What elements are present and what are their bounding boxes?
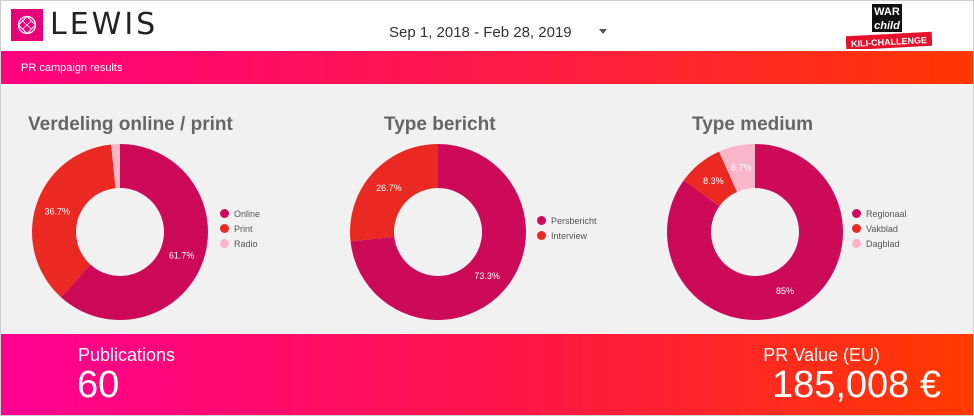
kpi-label-publications: Publications [78, 345, 176, 365]
legend-swatch-icon [220, 239, 229, 248]
legend-swatch-icon [220, 224, 229, 233]
slice-radio[interactable] [111, 144, 120, 189]
legend-item-print[interactable]: Print [220, 221, 260, 236]
data-label-vakblad: 8.3% [703, 176, 724, 186]
chart-title-online-print: Verdeling online / print [28, 114, 233, 135]
logo-wordmark: LEWIS [50, 7, 159, 42]
legend-label: Regionaal [866, 208, 907, 219]
kpi-bar: Publications 60 PR Value (EU) 185,008 € [1, 334, 973, 415]
legend-swatch-icon [852, 224, 861, 233]
slice-dagblad[interactable] [719, 144, 755, 192]
legend-swatch-icon [852, 239, 861, 248]
legend-item-vakblad[interactable]: Vakblad [852, 221, 907, 236]
legend-type-bericht: Persbericht Interview [537, 213, 597, 243]
legend-swatch-icon [537, 216, 546, 225]
legend-label: Online [234, 208, 261, 219]
kpi-label-pr-value: PR Value (EU) [763, 345, 880, 365]
data-label-persbericht: 73.3% [474, 271, 500, 281]
header: LEWIS Sep 1, 2018 - Feb 28, 2019 WAR chi… [1, 1, 973, 51]
date-range-selector[interactable]: Sep 1, 2018 - Feb 28, 2019 [389, 24, 572, 41]
legend-label: Print [234, 223, 253, 234]
chart-title-type-bericht: Type bericht [384, 114, 496, 135]
sponsor-line-2: child [874, 20, 900, 32]
chevron-down-icon[interactable] [599, 29, 607, 34]
title-banner: PR campaign results [1, 51, 973, 84]
legend-item-online[interactable]: Online [220, 206, 260, 221]
donut-chart-online-print: 61.7% 36.7% [32, 144, 208, 320]
data-label-print: 36.7% [45, 206, 71, 216]
legend-label: Interview [551, 230, 588, 241]
legend-item-dagblad[interactable]: Dagblad [852, 236, 907, 251]
logo-emblem-icon [17, 15, 37, 35]
slice-print[interactable] [32, 144, 116, 298]
kpi-value-pr-value: 185,008 € [771, 364, 941, 406]
data-label-online: 61.7% [169, 251, 195, 261]
legend-swatch-icon [852, 209, 861, 218]
legend-label: Persbericht [551, 215, 597, 226]
sponsor-line-3: KILI-CHALLENGE [851, 35, 927, 49]
donut-chart-type-medium: 85% 8.3% 6.7% [667, 144, 843, 320]
data-label-interview: 26.7% [376, 183, 402, 193]
legend-type-medium: Regionaal Vakblad Dagblad [852, 206, 907, 251]
logo-badge-icon [11, 9, 43, 41]
legend-swatch-icon [220, 209, 229, 218]
legend-item-radio[interactable]: Radio [220, 236, 260, 251]
slice-vakblad[interactable] [683, 151, 738, 207]
slice-interview[interactable] [350, 144, 438, 242]
kpi-value-publications: 60 [77, 364, 120, 406]
legend-label: Dagblad [866, 238, 900, 249]
slice-regionaal[interactable] [667, 144, 843, 320]
legend-item-persbericht[interactable]: Persbericht [537, 213, 597, 228]
sponsor-line-1: WAR [874, 6, 900, 18]
slice-online[interactable] [60, 144, 208, 320]
legend-item-regionaal[interactable]: Regionaal [852, 206, 907, 221]
data-label-regionaal: 85% [776, 286, 794, 296]
chart-title-type-medium: Type medium [692, 114, 814, 135]
data-label-dagblad: 6.7% [731, 162, 752, 172]
warchild-kili-challenge-logo: WAR child KILI-CHALLENGE [846, 4, 932, 49]
slice-persbericht[interactable] [350, 144, 526, 320]
legend-online-print: Online Print Radio [220, 206, 260, 251]
report-title: PR campaign results [21, 62, 123, 74]
legend-item-interview[interactable]: Interview [537, 228, 597, 243]
legend-label: Radio [234, 238, 258, 249]
charts-area: Verdeling online / print 61.7% 36.7% Onli… [1, 84, 973, 334]
donut-chart-type-bericht: 73.3% 26.7% [350, 144, 526, 320]
lewis-logo: LEWIS [11, 9, 158, 41]
legend-swatch-icon [537, 231, 546, 240]
legend-label: Vakblad [866, 223, 898, 234]
